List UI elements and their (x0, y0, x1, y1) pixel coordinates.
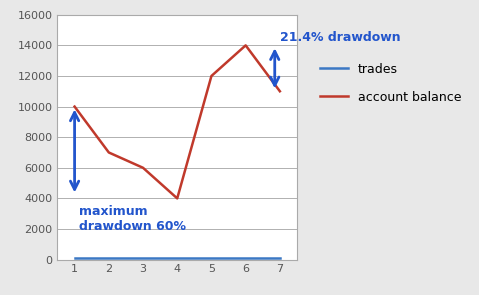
Text: maximum
drawdown 60%: maximum drawdown 60% (79, 204, 186, 232)
Legend: trades, account balance: trades, account balance (315, 58, 466, 109)
Text: 21.4% drawdown: 21.4% drawdown (280, 31, 400, 44)
